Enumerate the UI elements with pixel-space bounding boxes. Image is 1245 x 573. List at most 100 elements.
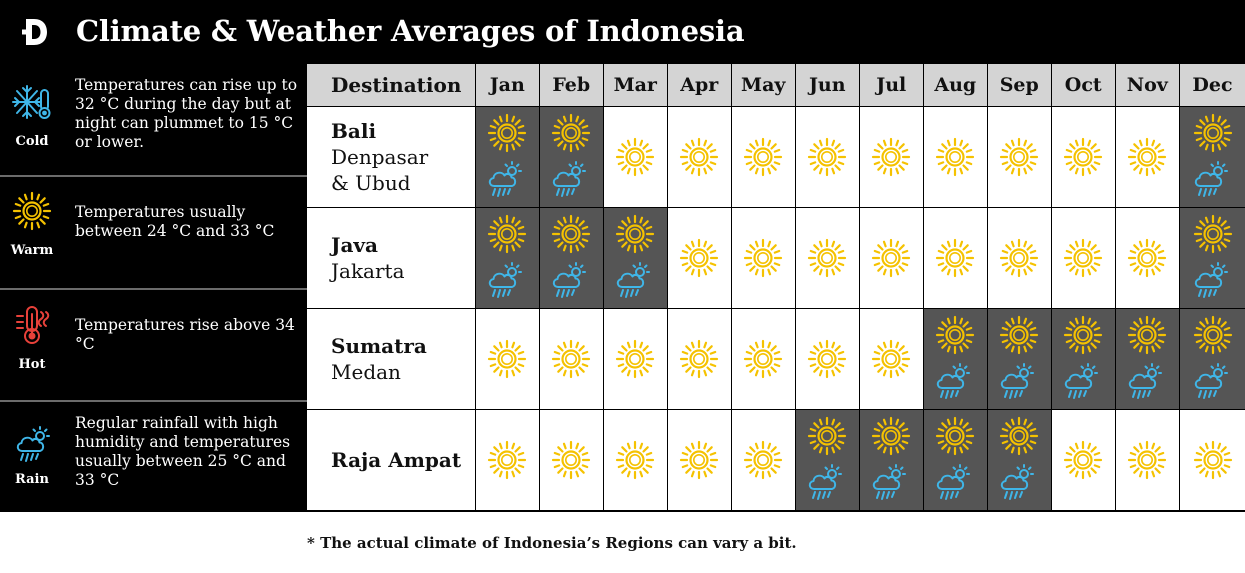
sun-icon <box>999 416 1039 456</box>
rain-cloud-icon <box>997 462 1037 502</box>
sun-icon <box>679 137 719 177</box>
sun-icon <box>743 137 783 177</box>
rain-cloud-icon <box>805 462 845 502</box>
month-cell <box>732 410 795 510</box>
column-header-jan: Jan <box>476 64 539 106</box>
month-cell <box>540 410 603 510</box>
rain-cloud-icon <box>1125 361 1165 401</box>
column-header-sep: Sep <box>988 64 1051 106</box>
legend-label-hot: Hot <box>18 357 46 372</box>
legend-item-rain: Rain Regular rainfall with high humidity… <box>0 400 307 512</box>
month-cell <box>540 309 603 409</box>
month-cell <box>860 410 923 510</box>
sun-icon <box>1127 440 1167 480</box>
month-cell <box>668 208 731 308</box>
rain-cloud-icon <box>485 260 525 300</box>
month-cell <box>1052 410 1115 510</box>
sun-icon <box>12 191 52 231</box>
column-header-oct: Oct <box>1052 64 1115 106</box>
column-header-dec: Dec <box>1180 64 1245 106</box>
page-title: Climate & Weather Averages of Indonesia <box>76 14 745 48</box>
sun-icon <box>615 214 655 254</box>
sun-icon <box>551 214 591 254</box>
sun-icon <box>935 416 975 456</box>
sun-icon <box>551 113 591 153</box>
destination-city: & Ubud <box>331 170 411 195</box>
month-cell <box>796 107 859 207</box>
month-cell <box>604 208 667 308</box>
month-cell <box>604 309 667 409</box>
month-cell <box>732 309 795 409</box>
legend-label-rain: Rain <box>15 472 49 487</box>
month-cell <box>604 410 667 510</box>
month-cell <box>1052 208 1115 308</box>
month-cell <box>1180 208 1245 308</box>
rain-cloud-icon <box>933 462 973 502</box>
month-cell <box>924 208 987 308</box>
destination-cell: Raja Ampat <box>307 410 475 510</box>
sun-icon <box>1193 315 1233 355</box>
column-header-feb: Feb <box>540 64 603 106</box>
sun-icon <box>999 315 1039 355</box>
sun-icon <box>1193 113 1233 153</box>
month-cell <box>1116 410 1179 510</box>
legend-desc-hot: Temperatures rise above 34 °C <box>75 316 295 353</box>
sun-icon <box>487 113 527 153</box>
column-header-mar: Mar <box>604 64 667 106</box>
sun-icon <box>679 440 719 480</box>
footnote: * The actual climate of Indonesia’s Regi… <box>307 534 797 552</box>
rain-cloud-icon <box>485 159 525 199</box>
sun-icon <box>487 339 527 379</box>
month-cell <box>860 208 923 308</box>
sun-icon <box>807 339 847 379</box>
hot-thermometer-icon <box>16 306 50 344</box>
rain-cloud-icon <box>613 260 653 300</box>
month-cell <box>1116 107 1179 207</box>
sun-icon <box>1063 440 1103 480</box>
rain-cloud-icon <box>997 361 1037 401</box>
column-header-apr: Apr <box>668 64 731 106</box>
sun-icon <box>1127 137 1167 177</box>
sun-icon <box>743 238 783 278</box>
rain-cloud-icon <box>13 424 53 464</box>
month-cell <box>1180 107 1245 207</box>
month-cell <box>1116 309 1179 409</box>
sun-icon <box>1127 238 1167 278</box>
sun-icon <box>679 339 719 379</box>
month-cell <box>796 309 859 409</box>
month-cell <box>1180 410 1245 510</box>
column-header-destination: Destination <box>307 64 475 106</box>
sun-icon <box>871 137 911 177</box>
month-cell <box>476 107 539 207</box>
month-cell <box>796 208 859 308</box>
legend-desc-rain: Regular rainfall with high humidity and … <box>75 414 291 489</box>
destination-region: Sumatra <box>331 333 427 358</box>
sun-icon <box>935 315 975 355</box>
rain-cloud-icon <box>1191 260 1231 300</box>
month-cell <box>1116 208 1179 308</box>
month-cell <box>668 410 731 510</box>
sun-icon <box>1127 315 1167 355</box>
month-cell <box>476 410 539 510</box>
rain-cloud-icon <box>869 462 909 502</box>
sun-icon <box>999 238 1039 278</box>
legend-label-cold: Cold <box>15 134 49 149</box>
column-header-may: May <box>732 64 795 106</box>
sun-icon <box>807 238 847 278</box>
legend-desc-warm: Temperatures usually between 24 °C and 3… <box>75 203 275 240</box>
month-cell <box>860 309 923 409</box>
rain-cloud-icon <box>933 361 973 401</box>
month-cell <box>668 309 731 409</box>
brand-logo-icon <box>22 19 47 45</box>
snowflake-thermometer-icon <box>12 85 51 119</box>
sun-icon <box>871 416 911 456</box>
destination-cell: Sumatra Medan <box>307 309 475 409</box>
month-cell <box>604 107 667 207</box>
month-cell <box>1180 309 1245 409</box>
sun-icon <box>551 339 591 379</box>
header-bar: Climate & Weather Averages of Indonesia <box>0 0 1245 64</box>
rain-cloud-icon <box>549 159 589 199</box>
month-cell <box>476 309 539 409</box>
rain-cloud-icon <box>549 260 589 300</box>
legend-item-hot: Hot Temperatures rise above 34 °C <box>0 288 307 400</box>
